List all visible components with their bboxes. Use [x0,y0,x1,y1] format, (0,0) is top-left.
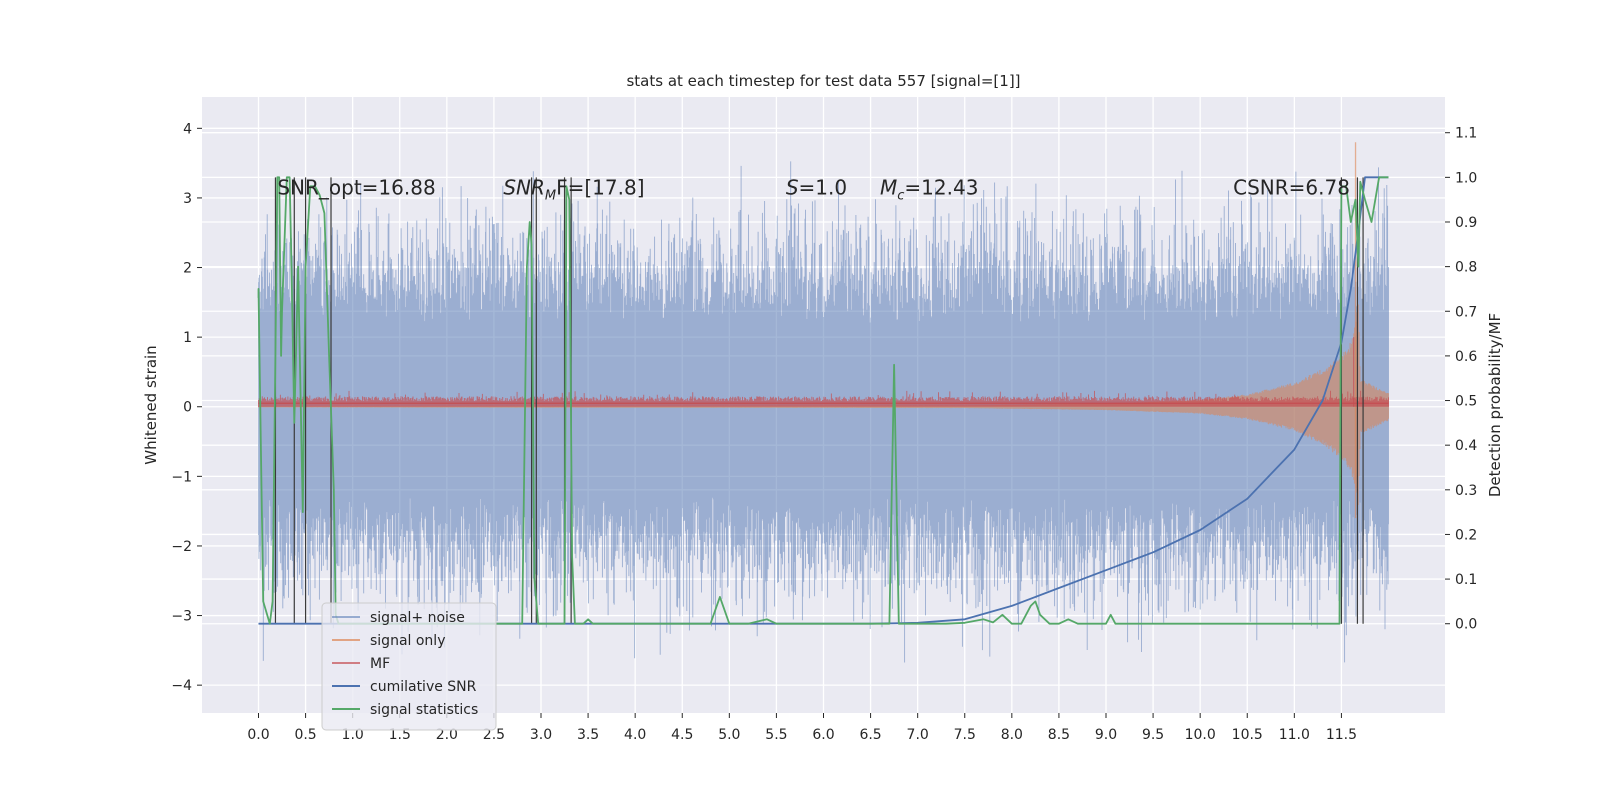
y-right-tick-label: 0.2 [1455,527,1477,543]
y-right-tick-label: 0.1 [1455,572,1477,588]
x-tick-label: 0.0 [247,727,269,743]
x-tick-label: 5.5 [765,727,787,743]
x-tick-label: 0.5 [294,727,316,743]
axes: 0.0 0.5 1.0 1.5 2.0 2.5 3.0 3.5 4.0 4.5 5.0 5.5 6.0 6… [171,121,1477,743]
mc-symbol: M [880,175,897,199]
x-tick-label: 8.5 [1048,727,1070,743]
x-tick-label: 9.0 [1095,727,1117,743]
y-tick-label: −3 [171,609,192,625]
legend: signal+ noise signal only MF cumilative SNR… [321,602,497,731]
signal-statistics-line [257,176,1389,625]
y-right-tick-label: 0.7 [1455,304,1477,320]
annotations: SNR_opt=16.88 SNRMF=[17.8] S=1.0 Mc=12.4… [277,175,1350,203]
x-tick-label: 2.5 [483,727,505,743]
s-value: =1.0 [799,175,848,199]
x-tick-label: 9.5 [1142,727,1164,743]
x-tick-label: 7.0 [907,727,929,743]
x-tick-label: 3.0 [530,727,552,743]
y-tick-label: 0 [183,400,192,416]
mf-series [258,337,1389,407]
annotation-s: S=1.0 [786,175,847,199]
x-tick-label: 6.0 [812,727,834,743]
y-tick-label: 3 [183,191,192,207]
y-tick-label: 2 [183,261,192,277]
y-tick-label: 4 [183,121,192,137]
y-right-tick-label: 0.3 [1455,483,1477,499]
y-right-tick-label: 0.8 [1455,260,1477,276]
x-tick-label: 5.0 [718,727,740,743]
mc-sub: c [897,188,904,203]
mc-value: =12.43 [904,175,978,199]
x-tick-label: 1.5 [389,727,411,743]
y-right-tick-label: 0.0 [1455,617,1477,633]
x-tick-label: 4.0 [624,727,646,743]
y-axis-label: Whitened strain [142,345,160,464]
y-right-tick-label: 0.4 [1455,438,1477,454]
x-tick-label: 2.0 [436,727,458,743]
x-tick-label: 3.5 [577,727,599,743]
legend-label: signal+ noise [370,610,465,626]
snr-mf-base: SNR [503,175,545,199]
snr-mf-rest: F=[17.8] [556,175,644,199]
y-right-tick-label: 1.0 [1455,170,1477,186]
x-tick-label: 10.5 [1232,727,1263,743]
y-tick-label: −4 [171,678,192,694]
x-tick-label: 4.5 [671,727,693,743]
x-tick-label: 1.0 [342,727,364,743]
y-tick-label: −1 [171,469,192,485]
y-axis-right-label: Detection probability/MF [1486,313,1504,497]
annotation-mc: Mc=12.43 [880,175,978,203]
y-tick-label: 1 [183,330,192,346]
annotation-snr-opt: SNR_opt=16.88 [277,175,435,199]
y-right-tick-label: 0.5 [1455,394,1477,410]
chart-title: stats at each timestep for test data 557… [626,72,1020,90]
x-tick-label: 7.5 [954,727,976,743]
y-right-tick-label: 0.6 [1455,349,1477,365]
y-tick-label: −2 [171,539,192,555]
snr-mf-sub: M [545,188,556,203]
legend-label: cumilative SNR [370,679,477,695]
legend-box [321,602,497,731]
y-right-tick-label: 1.1 [1455,126,1477,142]
x-tick-label: 11.5 [1326,727,1357,743]
legend-label: signal only [370,633,445,649]
legend-label: MF [370,656,390,672]
annotation-csnr: CSNR=6.78 [1233,175,1350,199]
x-tick-label: 11.0 [1279,727,1310,743]
x-tick-label: 10.0 [1185,727,1216,743]
legend-label: signal statistics [370,702,478,718]
x-tick-label: 8.0 [1001,727,1023,743]
cumulative-snr-line [258,176,1389,625]
y-right-tick-label: 0.9 [1455,215,1477,231]
annotation-snr-mf: SNRMF=[17.8] [503,175,644,203]
x-tick-label: 6.5 [859,727,881,743]
s-symbol: S [786,175,799,199]
right-axis-series [257,176,1389,625]
